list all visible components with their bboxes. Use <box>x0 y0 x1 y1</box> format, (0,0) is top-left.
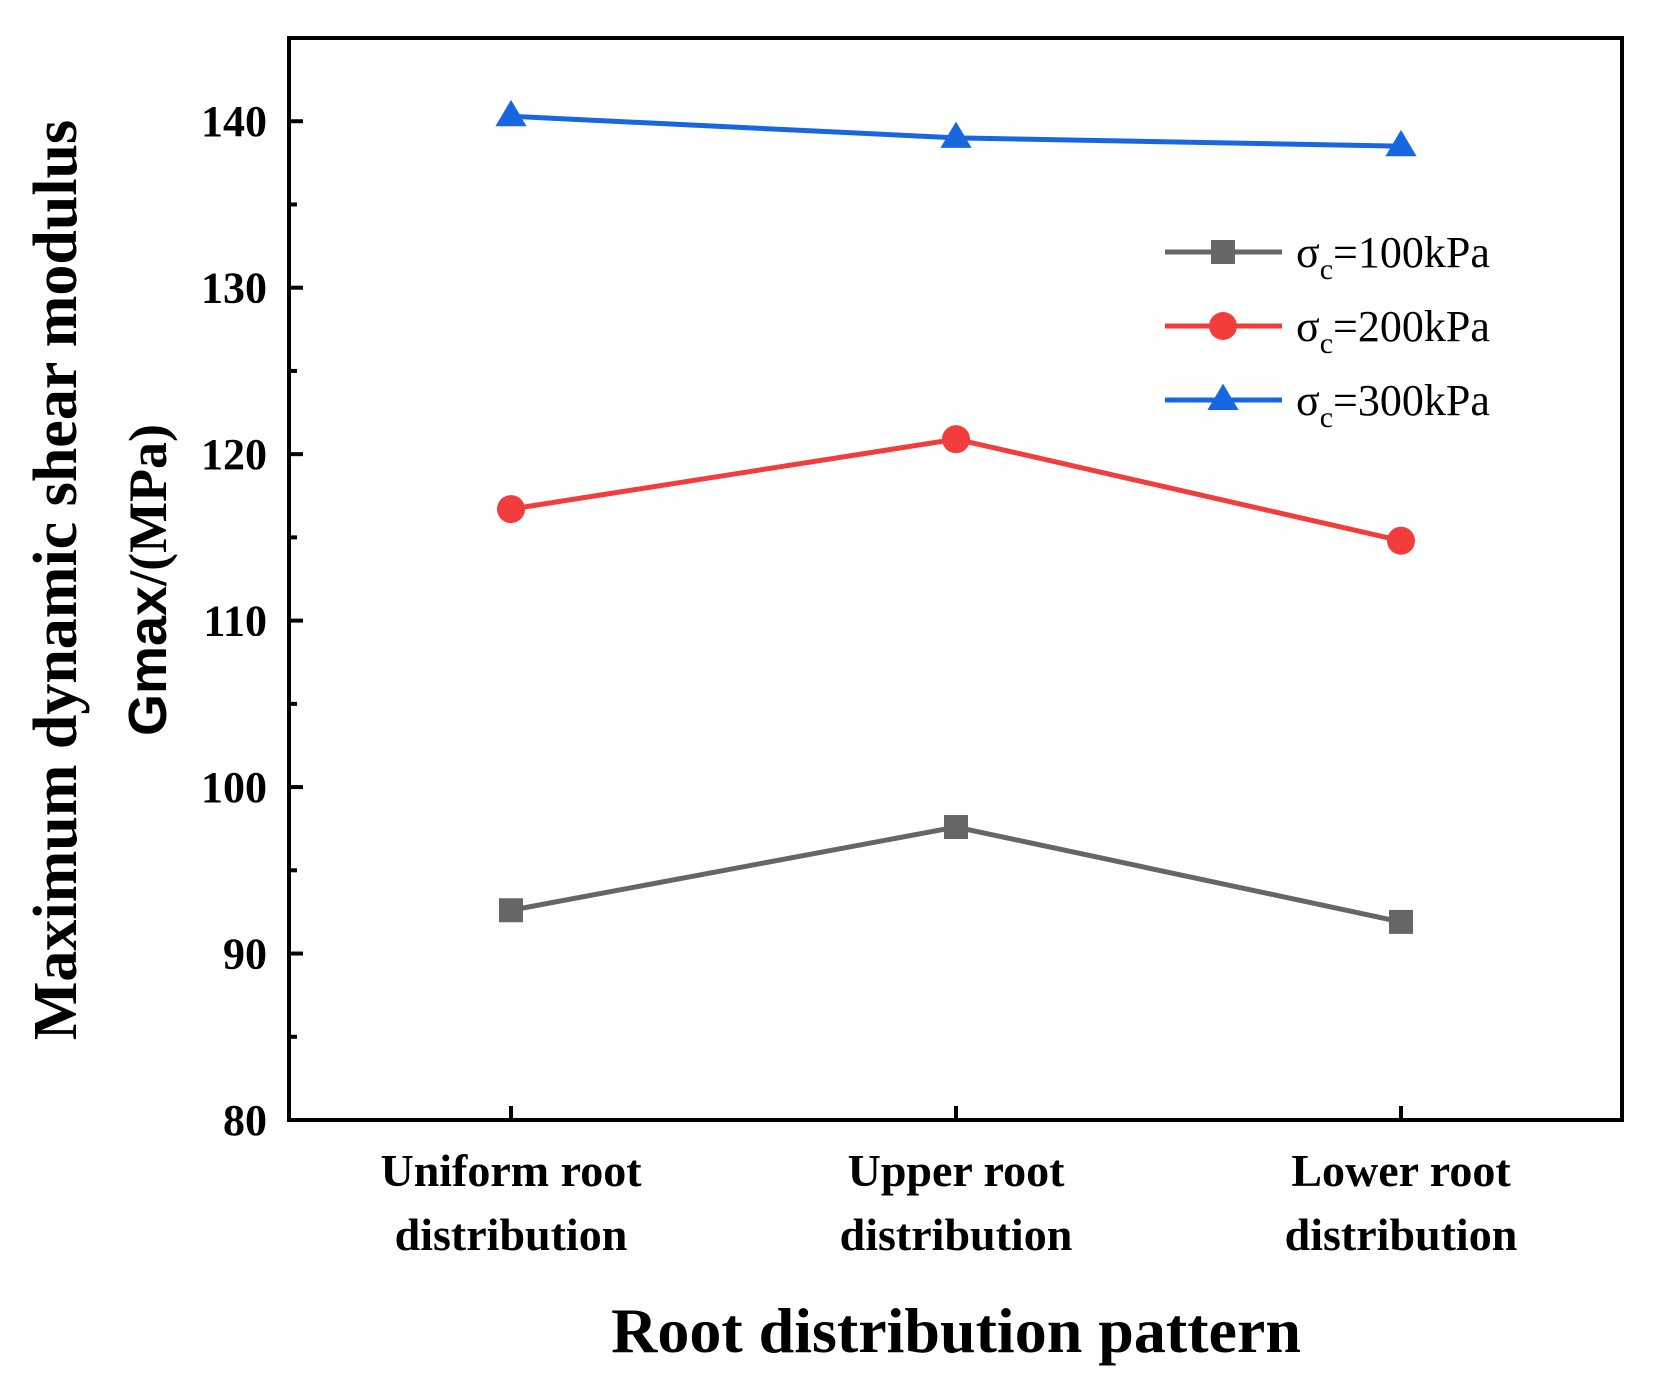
data-point <box>942 425 970 454</box>
y-axis-title-line1: Maximum dynamic shear modulus <box>22 120 90 1040</box>
legend-label: σc=300kPa <box>1296 376 1490 434</box>
legend-label: σc=200kPa <box>1296 302 1490 360</box>
legend-entry: σc=300kPa <box>1165 376 1490 434</box>
series-layer <box>495 99 1417 934</box>
plot-frame <box>287 36 1624 1122</box>
plot-border <box>287 36 1624 1122</box>
series-line <box>510 824 1402 925</box>
y-axis: 80 90 100 110 120 130 140 <box>201 97 303 1145</box>
data-point <box>1389 909 1413 934</box>
legend-label: σc=100kPa <box>1296 228 1490 286</box>
series-1 <box>499 815 1413 934</box>
y-axis-title-line2: Gmax/(MPa) <box>118 424 178 736</box>
data-point <box>944 815 968 840</box>
data-point <box>495 99 527 127</box>
y-tick-label: 100 <box>201 763 267 812</box>
y-tick-label: 110 <box>203 597 267 646</box>
series-2 <box>497 425 1415 555</box>
legend-marker <box>1207 383 1239 411</box>
series-3 <box>495 99 1417 157</box>
legend-marker <box>1211 240 1235 264</box>
data-point <box>1387 526 1415 555</box>
y-tick-label: 140 <box>201 97 267 146</box>
x-tick-label: distribution <box>395 1209 628 1260</box>
x-axis-title: Root distribution pattern <box>611 1295 1301 1366</box>
data-point <box>499 898 523 923</box>
y-tick-label: 80 <box>223 1096 267 1145</box>
data-point <box>1385 129 1417 157</box>
y-axis-title: Maximum dynamic shear modulus Gmax/(MPa) <box>22 120 178 1040</box>
x-axis: Uniform root distribution Upper root distri… <box>380 1106 1517 1260</box>
data-point <box>497 495 525 524</box>
x-tick-label: distribution <box>840 1209 1073 1260</box>
legend-entry: σc=100kPa <box>1165 228 1490 286</box>
x-tick-label: Upper root <box>848 1145 1065 1196</box>
x-tick-label: Uniform root <box>380 1145 642 1196</box>
legend-marker <box>1209 312 1237 340</box>
legend-entry: σc=200kPa <box>1165 302 1490 360</box>
x-tick-label: distribution <box>1285 1209 1518 1260</box>
series-line <box>510 436 1402 544</box>
y-tick-label: 120 <box>201 430 267 479</box>
y-tick-label: 90 <box>223 930 267 979</box>
x-tick-label: Lower root <box>1291 1145 1511 1196</box>
y-tick-label: 130 <box>201 264 267 313</box>
data-point <box>940 121 972 148</box>
legend: σc=100kPa σc=200kPa σc=300kPa <box>1165 228 1490 434</box>
